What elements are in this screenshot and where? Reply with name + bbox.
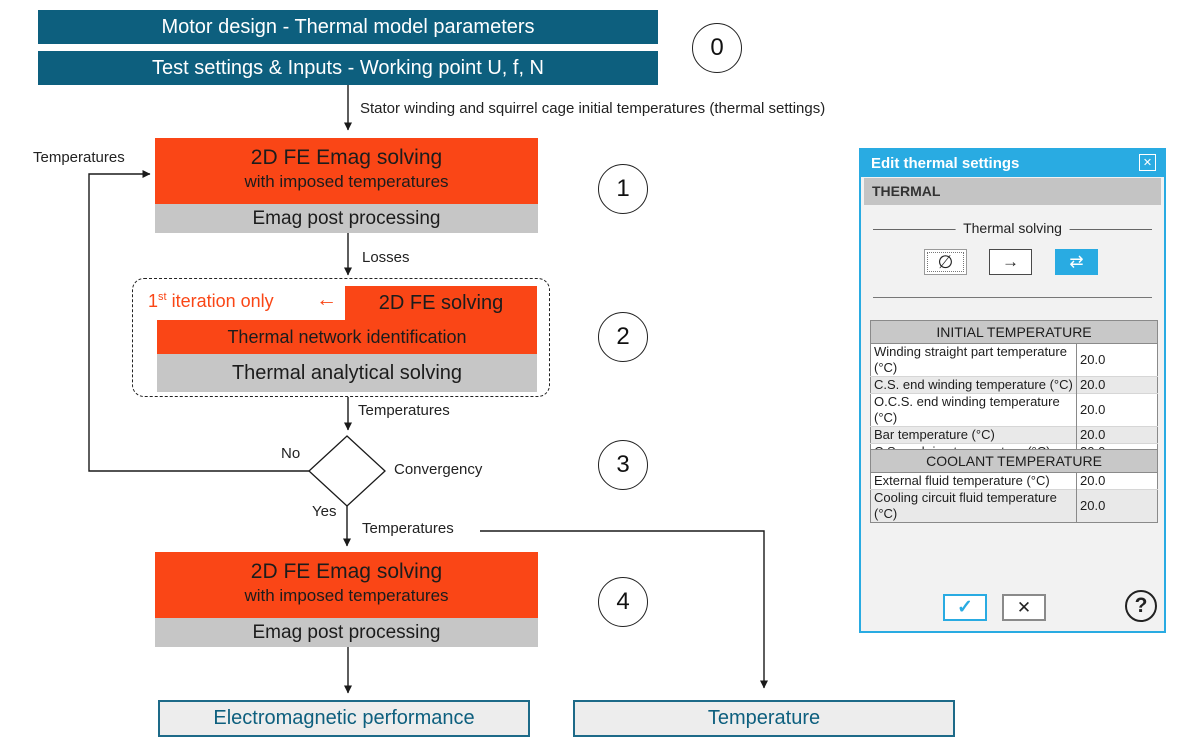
block1-title: 2D FE Emag solving [250, 146, 443, 169]
table-row: Winding straight part temperature (°C) 20… [870, 343, 1158, 377]
param-value[interactable]: 20.0 [1076, 393, 1158, 427]
two-way-arrows-icon: ⇄ [1069, 252, 1084, 271]
label-initial-temperatures: Stator winding and squirrel cage initial… [360, 100, 826, 117]
close-icon[interactable]: ✕ [1139, 154, 1156, 171]
focus-dotted-border [927, 252, 964, 272]
dialog-title: Edit thermal settings [871, 155, 1020, 172]
param-value[interactable]: 20.0 [1076, 426, 1158, 444]
label-temperatures-loop: Temperatures [33, 149, 125, 166]
banner-test-settings-label: Test settings & Inputs - Working point U… [151, 56, 544, 79]
table-row: C.S. end winding temperature (°C) 20.0 [870, 376, 1158, 394]
step-circle-0: 0 [692, 23, 742, 73]
block2-first-iteration-note: 1st iteration only [148, 291, 274, 312]
step-3-number: 3 [616, 451, 630, 478]
coolant-temperature-table: COOLANT TEMPERATURE External fluid tempe… [870, 449, 1158, 523]
checkmark-icon: ✓ [957, 597, 973, 618]
step-4-number: 4 [616, 588, 630, 615]
initial-temperature-header: INITIAL TEMPERATURE [870, 320, 1158, 344]
edit-thermal-settings-dialog: Edit thermal settings ✕ THERMAL Thermal … [859, 148, 1166, 633]
step-1-number: 1 [616, 175, 630, 202]
coolant-temperature-header: COOLANT TEMPERATURE [870, 449, 1158, 473]
param-label: O.C.S. end winding temperature (°C) [870, 393, 1077, 427]
label-losses: Losses [362, 249, 410, 266]
block2-network-identification: Thermal network identification [157, 320, 537, 354]
block2-dashed-group [132, 278, 550, 397]
output-electromagnetic-performance: Electromagnetic performance [158, 700, 530, 737]
param-label: Bar temperature (°C) [870, 426, 1077, 444]
label-temperatures-final: Temperatures [362, 520, 454, 537]
banner-motor-design-label: Motor design - Thermal model parameters [161, 15, 535, 38]
table-row: External fluid temperature (°C) 20.0 [870, 472, 1158, 490]
label-no: No [281, 445, 301, 462]
iteration-ordinal: st [158, 291, 167, 303]
block2-fe-solving: 2D FE solving [345, 286, 537, 320]
thermal-solving-one-way-button[interactable]: → [989, 249, 1032, 275]
param-value[interactable]: 20.0 [1076, 343, 1158, 377]
table-row: Cooling circuit fluid temperature (°C) 20… [870, 489, 1158, 523]
output-right-label: Temperature [707, 707, 821, 729]
label-convergency: Convergency [394, 461, 483, 478]
param-label: Cooling circuit fluid temperature (°C) [870, 489, 1077, 523]
iteration-text: iteration only [166, 291, 274, 311]
cancel-x-icon: ✕ [1016, 597, 1032, 617]
step-circle-2: 2 [598, 312, 648, 362]
step-2-number: 2 [616, 323, 630, 350]
cancel-button[interactable]: ✕ [1002, 594, 1046, 621]
block1-post-processing: Emag post processing [155, 204, 538, 233]
table-row: O.C.S. end winding temperature (°C) 20.0 [870, 393, 1158, 427]
output-temperature: Temperature [573, 700, 955, 737]
step-circle-4: 4 [598, 577, 648, 627]
param-value[interactable]: 20.0 [1076, 489, 1158, 523]
convergency-diamond [308, 435, 386, 507]
dialog-titlebar[interactable]: Edit thermal settings ✕ [861, 150, 1164, 177]
dialog-separator [873, 297, 1152, 298]
output-left-label: Electromagnetic performance [213, 707, 475, 729]
table-row: Bar temperature (°C) 20.0 [870, 426, 1158, 444]
step-circle-1: 1 [598, 164, 648, 214]
param-label: C.S. end winding temperature (°C) [870, 376, 1077, 394]
block1-subtitle: with imposed temperatures [244, 172, 449, 191]
label-temperatures-mid: Temperatures [358, 402, 450, 419]
thermal-solving-two-way-button-selected[interactable]: ⇄ [1055, 249, 1098, 275]
block1-emag-solving: 2D FE Emag solving with imposed temperat… [155, 138, 538, 204]
ok-button[interactable]: ✓ [943, 594, 987, 621]
block4-emag-solving: 2D FE Emag solving with imposed temperat… [155, 552, 538, 618]
param-value[interactable]: 20.0 [1076, 472, 1158, 490]
block4-subtitle: with imposed temperatures [244, 586, 449, 605]
question-mark-icon: ? [1134, 594, 1148, 617]
banner-motor-design: Motor design - Thermal model parameters [38, 10, 658, 44]
thermal-section-header: THERMAL [864, 178, 1161, 205]
block2-analytical-solving: Thermal analytical solving [157, 354, 537, 392]
step-0-number: 0 [710, 34, 724, 61]
help-button[interactable]: ? [1125, 590, 1157, 622]
no-solving-icon: ∅ [937, 251, 954, 272]
thermal-solving-group-label: Thermal solving [955, 220, 1070, 236]
iteration-number: 1 [148, 291, 159, 311]
thermal-solving-none-button[interactable]: ∅ [924, 249, 967, 275]
param-label: External fluid temperature (°C) [870, 472, 1077, 490]
label-yes: Yes [312, 503, 337, 520]
banner-test-settings: Test settings & Inputs - Working point U… [38, 51, 658, 85]
one-way-arrow-icon: → [1002, 252, 1019, 271]
left-arrow-icon: ← [316, 288, 337, 311]
block4-title: 2D FE Emag solving [250, 560, 443, 583]
step-circle-3: 3 [598, 440, 648, 490]
block4-post-processing: Emag post processing [155, 618, 538, 647]
param-value[interactable]: 20.0 [1076, 376, 1158, 394]
param-label: Winding straight part temperature (°C) [870, 343, 1077, 377]
